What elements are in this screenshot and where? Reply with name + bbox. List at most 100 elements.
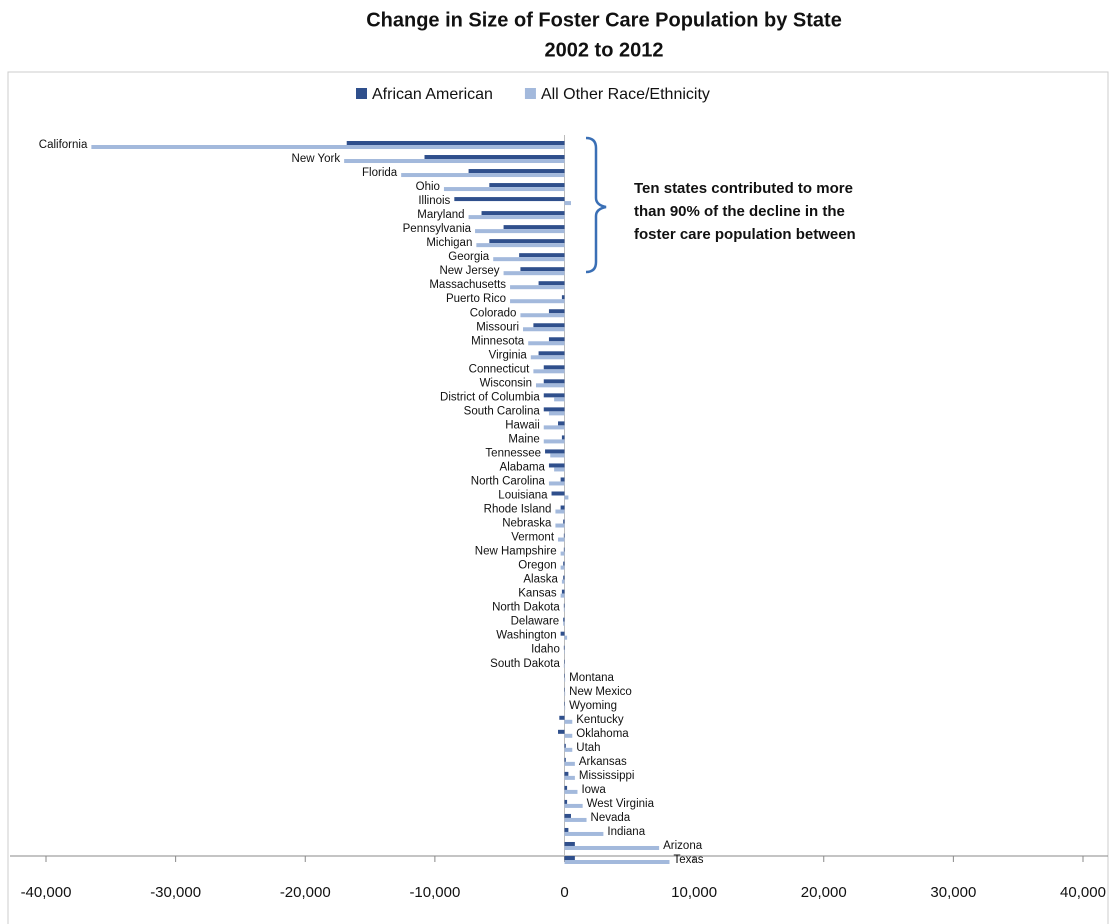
category-label: Vermont [511, 532, 555, 544]
bar [564, 495, 569, 500]
category-label: Maryland [417, 209, 464, 221]
category-label: Arizona [663, 840, 703, 852]
chart-subtitle: 2002 to 2012 [545, 39, 664, 61]
bar [533, 323, 565, 328]
bar [563, 645, 565, 650]
category-label: Oklahoma [576, 728, 629, 740]
category-label: Mississippi [579, 770, 635, 782]
annotation: foster care population between [634, 226, 856, 243]
bar [401, 173, 565, 178]
legend-label: All Other Race/Ethnicity [541, 86, 710, 103]
category-label: Indiana [607, 826, 645, 838]
bar [563, 617, 565, 622]
category-label: Wyoming [569, 700, 617, 712]
category-label: West Virginia [587, 798, 655, 810]
legend-label: African American [372, 86, 493, 103]
category-label: Connecticut [469, 363, 531, 375]
bar [503, 225, 565, 230]
category-label: New Jersey [439, 265, 499, 277]
bar [563, 547, 565, 552]
category-label: Texas [673, 854, 703, 866]
bar [561, 295, 565, 300]
category-label: New Hampshire [475, 546, 557, 558]
category-label: New Mexico [569, 686, 632, 698]
bar [538, 281, 565, 286]
bar [564, 860, 670, 864]
bar [346, 141, 565, 145]
category-label: Washington [496, 630, 556, 642]
bar [543, 379, 565, 384]
bar [548, 481, 565, 486]
bar [548, 337, 565, 342]
bar [561, 589, 565, 594]
bar [424, 155, 565, 160]
category-label: Tennessee [485, 447, 541, 459]
category-label: Nevada [591, 812, 631, 824]
category-label: Arkansas [579, 756, 627, 768]
bar [564, 701, 565, 706]
bar [560, 565, 565, 570]
category-label: Alabama [500, 461, 546, 473]
bar [559, 715, 565, 720]
category-label: Georgia [448, 251, 490, 263]
x-tick-label: 10,000 [671, 884, 717, 901]
category-label: Massachusetts [429, 279, 506, 291]
bar [519, 253, 565, 258]
bar [564, 719, 573, 724]
bar [564, 761, 575, 766]
category-label: Virginia [489, 349, 528, 361]
bar [564, 845, 660, 850]
x-tick-label: -30,000 [150, 884, 201, 901]
bar [551, 491, 565, 496]
bar [510, 285, 565, 290]
bar [564, 649, 565, 654]
bar [454, 197, 565, 202]
bar [523, 327, 565, 332]
bar [554, 397, 565, 402]
bar [555, 523, 565, 528]
category-label: Puerto Rico [446, 293, 506, 305]
bar [535, 383, 565, 388]
bar [520, 267, 565, 272]
bar [558, 537, 565, 542]
bar [548, 309, 565, 314]
bar [481, 211, 565, 216]
bar [560, 505, 565, 510]
bar [564, 747, 573, 752]
category-label: South Dakota [490, 658, 560, 670]
bar [558, 421, 565, 426]
bar [564, 201, 571, 206]
chart-frame [7, 71, 1109, 924]
bar [564, 677, 566, 682]
bar [564, 705, 566, 710]
chart-title: Change in Size of Foster Care Population… [366, 9, 842, 31]
bar [563, 575, 565, 580]
bar [543, 407, 565, 412]
bar [503, 271, 565, 276]
category-label: California [39, 139, 88, 151]
category-label: Ohio [416, 181, 440, 193]
bar [561, 579, 565, 584]
bar [548, 463, 565, 468]
category-label: Louisiana [498, 490, 548, 502]
x-tick-label: -10,000 [409, 884, 460, 901]
category-label: Maine [508, 433, 539, 445]
bar [564, 789, 578, 794]
bar [564, 827, 569, 832]
category-label: New York [292, 153, 341, 165]
bar [563, 561, 565, 566]
category-label: Kentucky [576, 714, 624, 726]
category-label: Wisconsin [480, 377, 532, 389]
bar [548, 411, 565, 416]
category-label: Rhode Island [484, 504, 552, 516]
bar [561, 435, 565, 440]
category-label: Florida [362, 167, 398, 179]
bar [564, 803, 583, 808]
annotation: Ten states contributed to more [634, 180, 853, 197]
x-tick-label: 20,000 [801, 884, 847, 901]
bar [564, 813, 571, 818]
bar [560, 551, 565, 556]
bar [530, 355, 565, 360]
bar [563, 607, 565, 612]
category-label: South Carolina [464, 405, 541, 417]
